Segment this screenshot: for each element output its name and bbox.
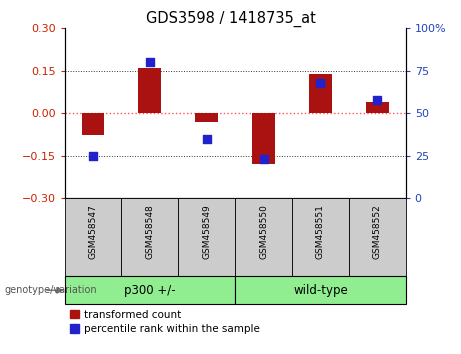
Bar: [195, 113, 218, 122]
Text: GSM458549: GSM458549: [202, 205, 211, 259]
Point: [317, 80, 324, 86]
Bar: [292, 198, 349, 276]
Text: GSM458548: GSM458548: [145, 205, 154, 259]
Text: GSM458551: GSM458551: [316, 205, 325, 259]
Bar: [309, 74, 332, 113]
Text: p300 +/-: p300 +/-: [124, 284, 176, 297]
Bar: [349, 198, 406, 276]
Point: [373, 97, 381, 103]
Legend: transformed count, percentile rank within the sample: transformed count, percentile rank withi…: [70, 310, 260, 334]
Text: GSM458552: GSM458552: [373, 205, 382, 259]
Text: GSM458550: GSM458550: [259, 205, 268, 259]
Bar: [235, 198, 292, 276]
Bar: [178, 198, 235, 276]
Text: genotype/variation: genotype/variation: [5, 285, 97, 295]
Bar: [366, 102, 389, 113]
Bar: [235, 276, 406, 304]
Bar: [252, 113, 275, 164]
Text: wild-type: wild-type: [293, 284, 348, 297]
Point: [146, 59, 154, 65]
Point: [89, 153, 97, 159]
Text: GDS3598 / 1418735_at: GDS3598 / 1418735_at: [146, 11, 315, 27]
Point: [203, 136, 210, 142]
Point: [260, 156, 267, 162]
Bar: [82, 113, 104, 135]
Text: GSM458547: GSM458547: [89, 205, 97, 259]
Bar: [65, 276, 235, 304]
Bar: [138, 68, 161, 113]
Bar: [121, 198, 178, 276]
Bar: [65, 198, 121, 276]
